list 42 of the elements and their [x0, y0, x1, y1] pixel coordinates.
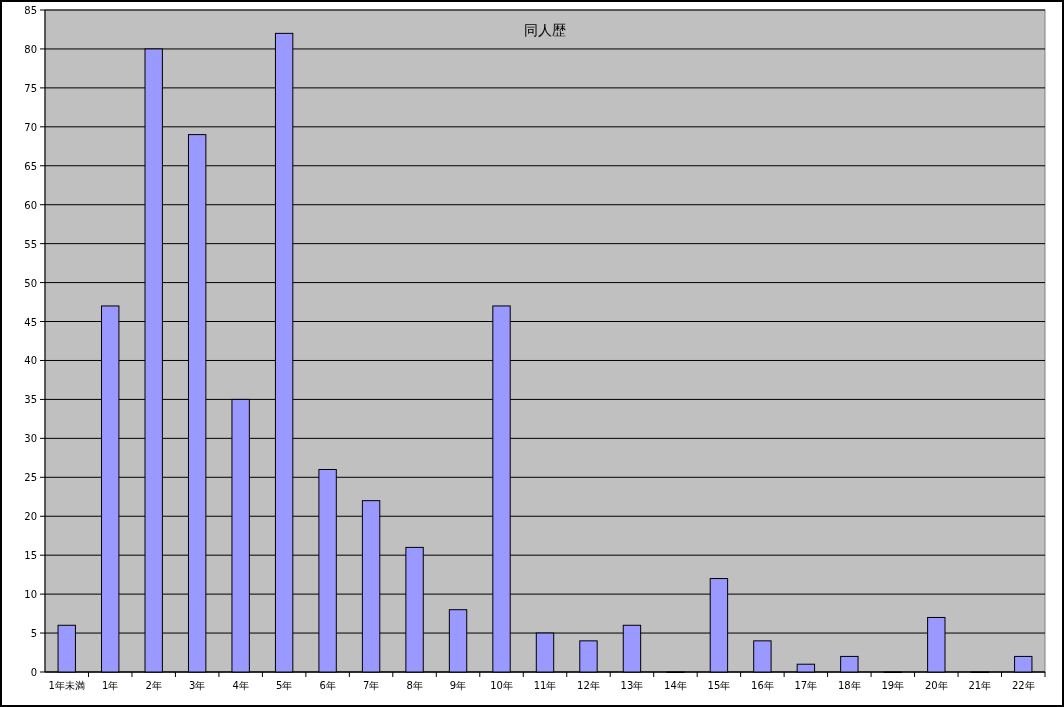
x-tick-label: 6年 [319, 680, 336, 691]
y-tick-label: 5 [30, 628, 37, 640]
x-tick-label: 20年 [924, 680, 948, 691]
x-tick-label: 3年 [188, 680, 206, 691]
x-tick-label: 12年 [577, 680, 600, 691]
y-tick-label: 30 [24, 433, 37, 445]
x-tick-label: 17年 [794, 680, 818, 691]
x-tick-label: 1年 [102, 680, 119, 691]
y-tick-label: 70 [24, 121, 37, 133]
x-tick-label: 21年 [968, 680, 992, 691]
x-tick-label: 14年 [664, 680, 687, 691]
y-tick-label: 0 [30, 667, 37, 678]
x-tick-label: 11年 [533, 680, 557, 691]
y-tick-label: 75 [24, 82, 37, 94]
y-tick-label: 50 [24, 277, 37, 289]
y-tick-label: 15 [24, 550, 37, 562]
x-tick-label: 2年 [145, 680, 162, 691]
y-tick-label: 60 [24, 199, 37, 211]
y-tick-label: 55 [24, 238, 37, 250]
y-tick-label: 45 [24, 316, 37, 328]
y-tick-label: 40 [24, 355, 37, 367]
x-tick-label: 7年 [362, 680, 380, 691]
x-tick-label: 18年 [837, 680, 861, 691]
y-tick-label: 25 [24, 472, 37, 484]
x-tick-label: 8年 [406, 680, 423, 691]
y-tick-label: 35 [24, 394, 37, 406]
y-tick-label: 65 [24, 160, 37, 172]
y-tick-label: 85 [24, 5, 37, 16]
y-tick-label: 20 [24, 511, 37, 523]
y-tick-label: 80 [24, 43, 37, 55]
y-tick-label: 10 [24, 589, 37, 601]
x-tick-label: 22年 [1011, 680, 1035, 691]
x-tick-label: 9年 [449, 680, 467, 691]
x-tick-label: 16年 [751, 680, 774, 691]
x-tick-label: 15年 [707, 680, 731, 691]
x-tick-label: 19年 [881, 680, 905, 691]
x-tick-label: 13年 [620, 680, 644, 691]
x-tick-label: 4年 [232, 680, 249, 691]
x-tick-label: 1年未満 [48, 680, 85, 691]
x-tick-label: 5年 [275, 680, 293, 691]
text: 同人歴 [524, 22, 566, 38]
x-tick-label: 10年 [490, 680, 513, 691]
